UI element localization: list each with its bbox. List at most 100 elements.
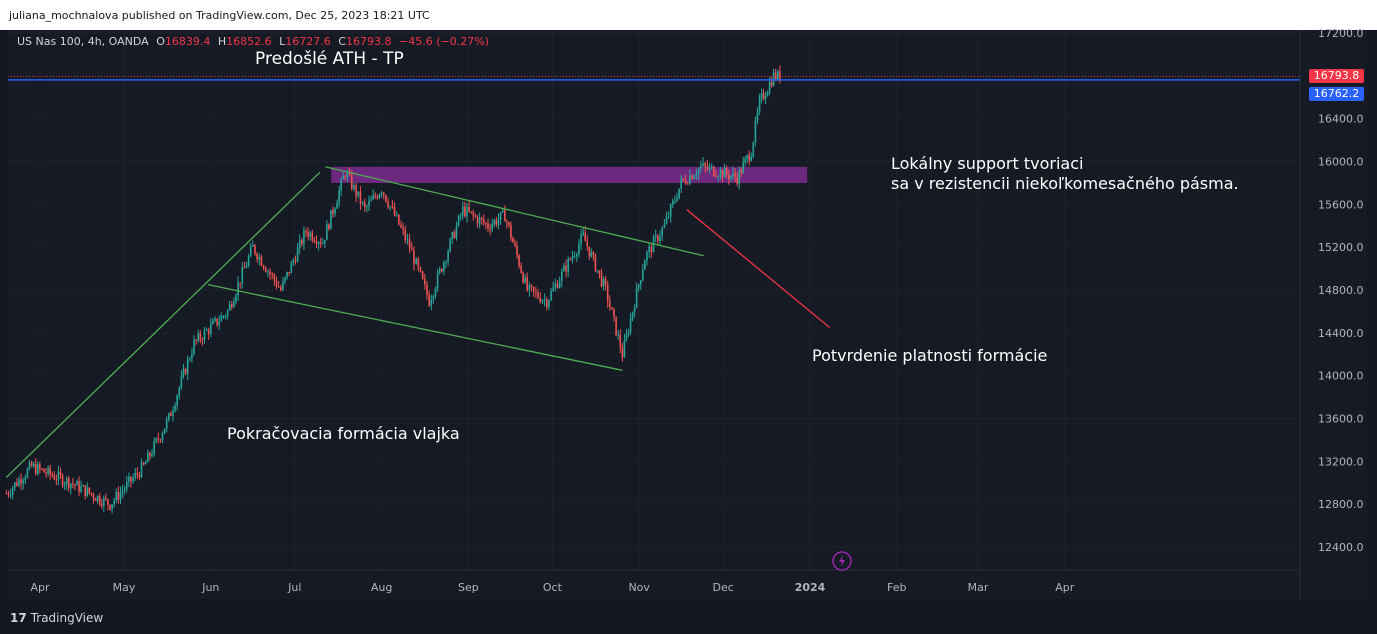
- trendline-lower-channel: [207, 284, 623, 371]
- candle-body: [504, 210, 506, 222]
- candle-body: [32, 464, 35, 467]
- candle-body: [615, 316, 617, 336]
- candle-body: [389, 206, 392, 208]
- candle-body: [191, 354, 193, 359]
- candle-body: [61, 475, 64, 486]
- candle-body: [11, 487, 14, 495]
- candle-body: [380, 192, 383, 195]
- candle-body: [364, 202, 366, 208]
- candle-body: [421, 271, 424, 280]
- candle-body: [746, 155, 748, 159]
- candle-body: [63, 483, 66, 486]
- candle-body: [582, 232, 584, 235]
- candle-body: [476, 216, 479, 224]
- candle-body: [128, 476, 130, 482]
- candle-body: [415, 258, 417, 265]
- candle-body: [516, 245, 518, 256]
- annotation-ath: Predošlé ATH - TP: [255, 49, 404, 69]
- high-key: H: [217, 35, 227, 48]
- candle-body: [453, 232, 456, 238]
- candle-body: [672, 200, 674, 205]
- candle-body: [157, 438, 160, 440]
- candle-body: [528, 284, 531, 291]
- candle-body: [366, 206, 368, 208]
- candle-body: [535, 291, 537, 293]
- candle-body: [326, 224, 328, 241]
- candle-body: [45, 472, 47, 474]
- candle-body: [719, 170, 722, 177]
- candle-body: [512, 238, 514, 243]
- candle-body: [571, 256, 574, 260]
- candle-body: [623, 340, 626, 358]
- candle-body: [417, 258, 420, 268]
- candle-body: [506, 221, 508, 223]
- last-price-tag: 16793.8: [1309, 69, 1364, 83]
- x-tick-label: Jun: [201, 581, 219, 594]
- candle-body: [201, 339, 204, 341]
- candle-body: [532, 287, 535, 292]
- candle-body: [756, 111, 759, 121]
- candle-body: [455, 225, 458, 238]
- candle-body: [445, 261, 447, 263]
- candle-body: [59, 471, 62, 476]
- candle-body: [282, 281, 284, 291]
- candle-body: [205, 330, 208, 332]
- y-tick-label: 14400.0: [1318, 327, 1364, 340]
- candle-body: [697, 168, 700, 175]
- candle-body: [659, 235, 661, 242]
- candle-body: [730, 175, 732, 179]
- candle-body: [280, 287, 282, 291]
- trendline-layer: [5, 75, 1300, 478]
- ohlc-legend: US Nas 100, 4h, OANDA O16839.4 H16852.6 …: [17, 35, 489, 48]
- candle-body: [393, 206, 396, 216]
- candle-body: [199, 333, 202, 340]
- candle-body: [569, 258, 572, 260]
- candle-body: [708, 166, 711, 170]
- candle-body: [94, 498, 97, 501]
- candle-body: [142, 462, 145, 465]
- candle-body: [434, 288, 437, 296]
- candle-body: [53, 475, 56, 480]
- candle-body: [732, 172, 734, 176]
- candle-body: [710, 166, 713, 168]
- candle-body: [301, 239, 303, 245]
- y-tick-label: 13200.0: [1318, 455, 1364, 468]
- candle-body: [41, 468, 43, 470]
- candle-body: [609, 301, 611, 307]
- candle-body: [105, 497, 107, 500]
- candle-body: [180, 376, 183, 388]
- candle-body: [689, 175, 691, 184]
- candle-body: [669, 204, 672, 217]
- candle-body: [243, 267, 246, 269]
- candle-body: [72, 483, 74, 485]
- candle-body: [430, 299, 433, 306]
- candle-body: [330, 210, 332, 230]
- x-tick-label: Feb: [887, 581, 906, 594]
- candle-body: [588, 246, 591, 257]
- candle-body: [704, 163, 706, 167]
- candle-body: [231, 303, 233, 308]
- candle-body: [313, 240, 316, 242]
- tradingview-logo[interactable]: 17 TradingView: [10, 611, 103, 625]
- candle-body: [584, 232, 587, 242]
- candle-body: [432, 295, 435, 300]
- candle-body: [49, 467, 51, 475]
- candle-body: [28, 462, 31, 469]
- candle-body: [144, 462, 147, 465]
- candle-body: [292, 260, 295, 263]
- candle-body: [766, 92, 769, 97]
- candle-body: [376, 196, 379, 199]
- candle-body: [641, 269, 644, 281]
- candle-body: [686, 183, 689, 185]
- candle-body: [758, 97, 761, 112]
- candle-body: [239, 282, 241, 284]
- candle-body: [548, 300, 550, 308]
- candle-body: [119, 492, 122, 500]
- candle-body: [602, 278, 605, 287]
- candle-body: [346, 173, 349, 177]
- candle-body: [402, 227, 404, 230]
- candle-body: [693, 176, 696, 180]
- candle-body: [309, 232, 311, 237]
- hline-price-tag: 16762.2: [1309, 87, 1364, 101]
